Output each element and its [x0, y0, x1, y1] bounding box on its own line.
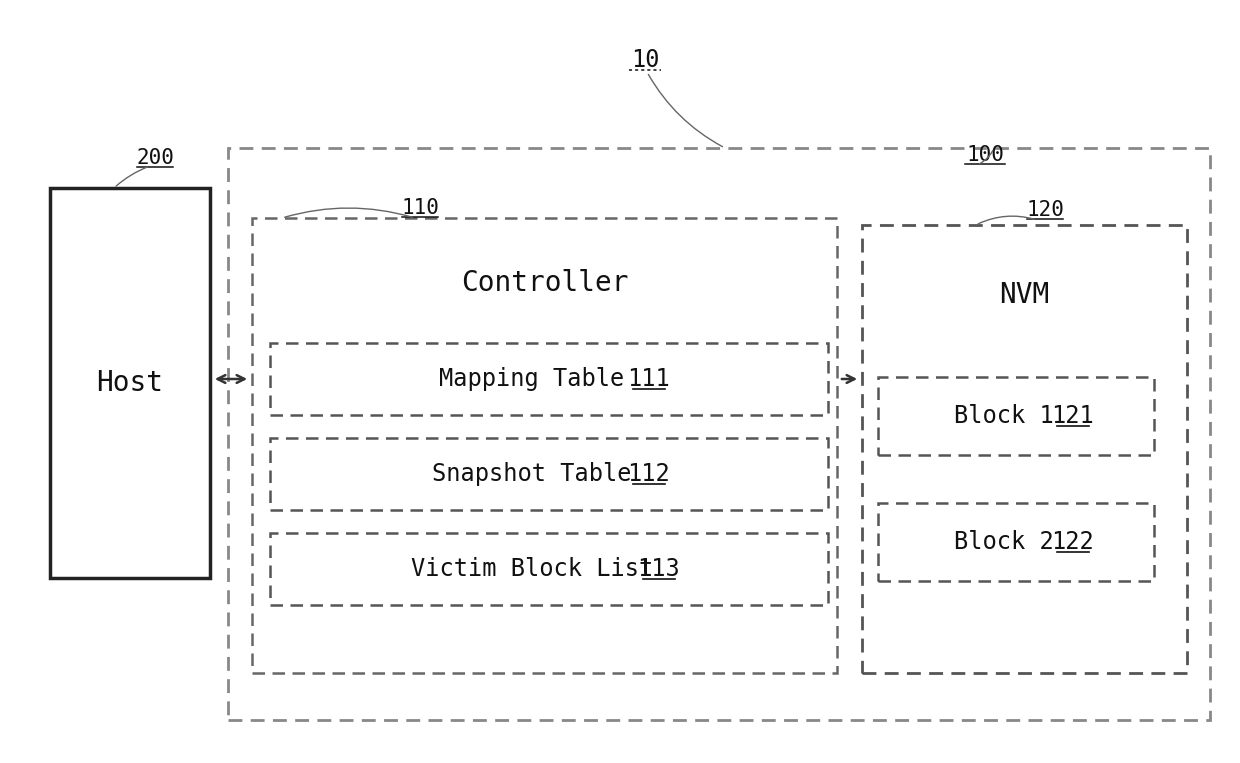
Text: Controller: Controller [461, 269, 629, 297]
Text: 122: 122 [1052, 530, 1095, 554]
Text: 110: 110 [401, 198, 439, 218]
Text: Block 2: Block 2 [954, 530, 1068, 554]
Text: 113: 113 [637, 557, 681, 581]
Text: Block 1: Block 1 [954, 404, 1068, 428]
Text: 10: 10 [631, 48, 660, 72]
Bar [878, 503, 1154, 581]
Bar [252, 218, 837, 673]
Text: 111: 111 [627, 367, 671, 391]
Bar [862, 225, 1187, 673]
Text: 120: 120 [1025, 200, 1064, 220]
Bar [270, 438, 828, 510]
Text: Mapping Table: Mapping Table [439, 367, 639, 391]
Bar [50, 188, 210, 578]
Text: Host: Host [97, 369, 164, 397]
Bar [878, 377, 1154, 455]
Text: NVM: NVM [999, 281, 1049, 309]
Text: 200: 200 [136, 148, 174, 168]
Bar [228, 148, 1210, 720]
Bar [270, 343, 828, 415]
Text: Snapshot Table: Snapshot Table [432, 462, 646, 486]
Text: Victim Block List: Victim Block List [410, 557, 667, 581]
Bar [270, 533, 828, 605]
Text: 121: 121 [1052, 404, 1095, 428]
Text: 112: 112 [627, 462, 671, 486]
Text: 100: 100 [966, 145, 1004, 165]
